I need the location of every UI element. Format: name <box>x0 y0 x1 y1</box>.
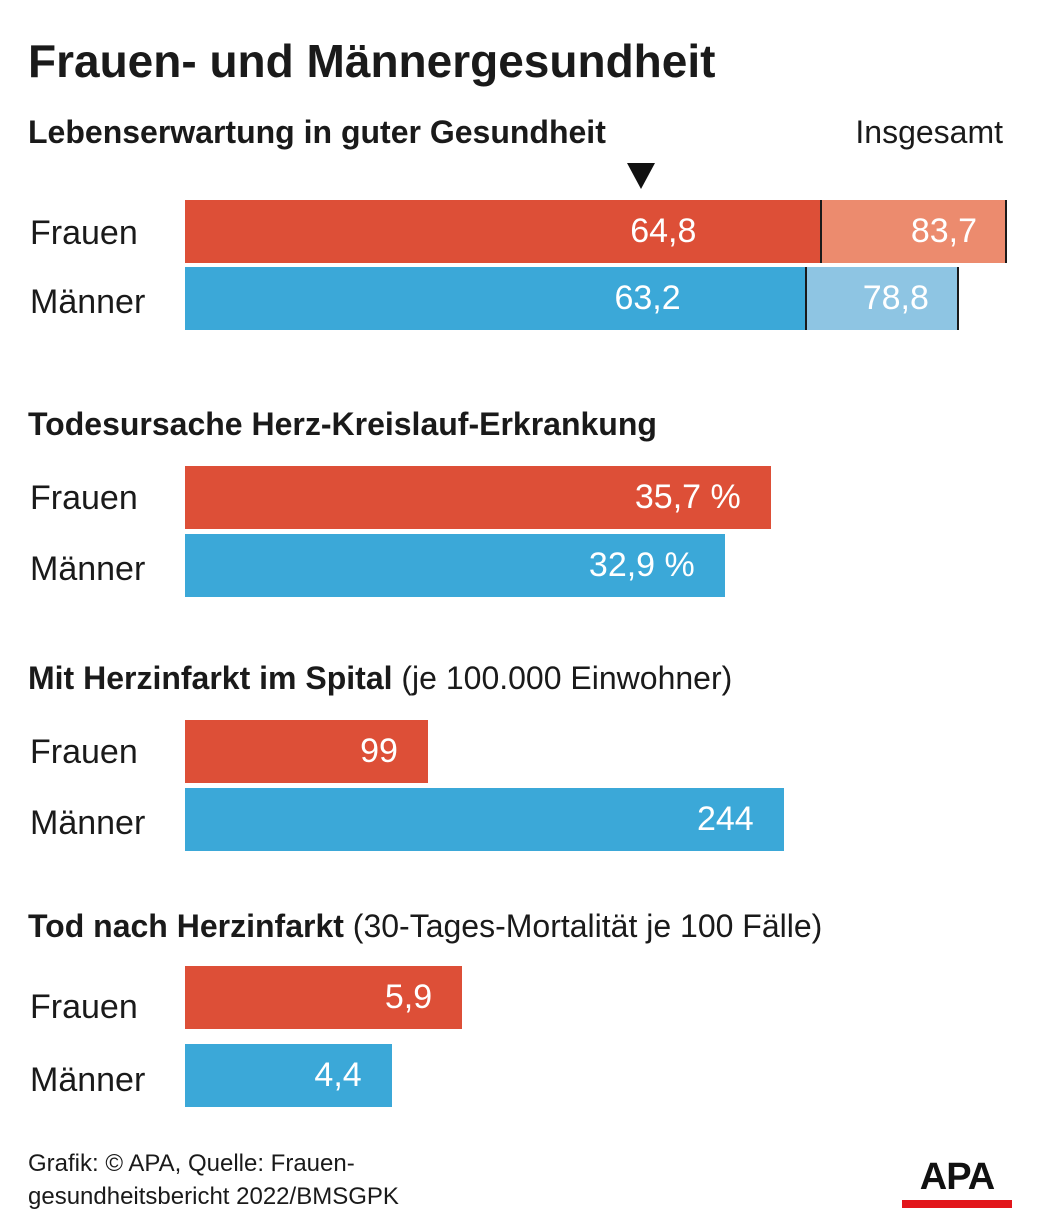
chart4-value-frauen: 5,9 <box>384 978 433 1016</box>
chart4-title-main: Tod nach Herzinfarkt <box>28 908 344 944</box>
chart1-bar-frauen-healthy <box>185 200 822 263</box>
chart2-value-frauen: 35,7 % <box>634 478 741 516</box>
apa-logo-text: APA <box>919 1156 995 1198</box>
chart3-bar-frauen <box>185 720 428 783</box>
chart4-bar-frauen <box>185 966 463 1029</box>
chart3-title: Mit Herzinfarkt im Spital (je 100.000 Ei… <box>28 662 732 694</box>
chart1-total-label: Insgesamt <box>855 114 1003 150</box>
chart2-row-label-maenner: Männer <box>30 550 146 588</box>
chart1-title: Lebenserwartung in guter Gesundheit <box>28 114 606 150</box>
chart2-value-maenner: 32,9 % <box>588 546 695 584</box>
chart4-row-label-maenner: Männer <box>30 1061 146 1099</box>
chart3-bar-maenner <box>185 788 784 851</box>
chart-title: Frauen- und Männergesundheit <box>28 35 716 87</box>
chart4-value-maenner: 4,4 <box>314 1056 362 1094</box>
chart1-value-maenner-healthy: 63,2 <box>614 279 681 317</box>
chart3-row-label-frauen: Frauen <box>30 733 138 771</box>
chart4-subtitle: (30-Tages-Mortalität je 100 Fälle) <box>352 908 823 944</box>
chart4-title: Tod nach Herzinfarkt (30-Tages-Mortalitä… <box>28 910 822 942</box>
chart4-row-label-frauen: Frauen <box>30 988 138 1026</box>
chart1-value-frauen-healthy: 64,8 <box>630 212 697 250</box>
average-marker-icon <box>627 163 655 189</box>
apa-logo: APA <box>902 1158 1012 1208</box>
chart1-row-label-maenner: Männer <box>30 283 146 321</box>
apa-logo-accent <box>902 1200 1012 1208</box>
chart1-end-frauen <box>1005 200 1007 263</box>
chart1-end-maenner <box>956 267 959 330</box>
chart4-bar-maenner <box>185 1044 392 1107</box>
chart3-subtitle: (je 100.000 Einwohner) <box>401 660 733 696</box>
chart1-value-maenner-total: 78,8 <box>862 279 929 317</box>
chart2-bar-maenner <box>185 534 725 597</box>
chart2-title: Todesursache Herz-Kreislauf-Erkrankung <box>28 406 657 442</box>
chart3-title-main: Mit Herzinfarkt im Spital <box>28 660 393 696</box>
chart2-row-label-frauen: Frauen <box>30 479 138 517</box>
chart3-row-label-maenner: Männer <box>30 804 146 842</box>
chart3-value-maenner: 244 <box>696 800 754 838</box>
chart1-value-frauen-total: 83,7 <box>910 212 977 250</box>
chart1-bar-maenner-healthy <box>185 267 806 330</box>
chart1-row-label-frauen: Frauen <box>30 214 138 252</box>
source-note: Grafik: © APA, Quelle: Frauen-gesundheit… <box>28 1150 399 1210</box>
chart3-value-frauen: 99 <box>360 732 398 770</box>
chart1-separator-frauen <box>820 200 823 263</box>
chart2-bar-frauen <box>185 466 771 529</box>
chart1-separator-maenner <box>804 267 807 330</box>
